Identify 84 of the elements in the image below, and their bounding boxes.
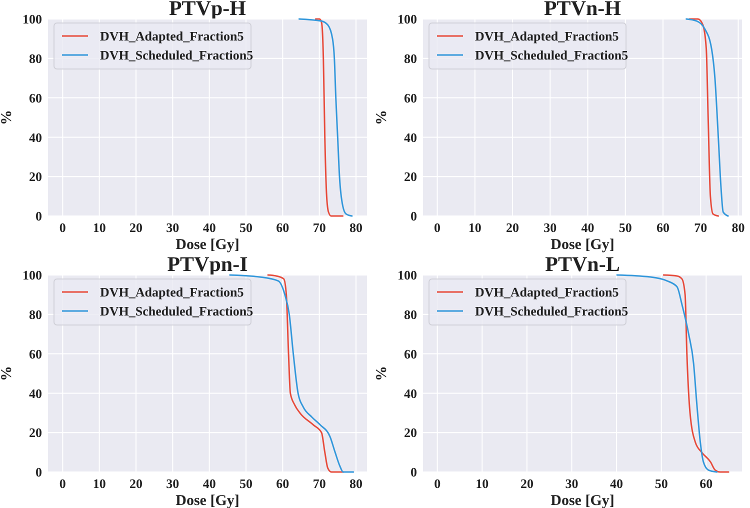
- x-tick-label: 60: [276, 220, 290, 235]
- x-tick-label: 70: [694, 220, 708, 235]
- legend-label: DVH_Adapted_Fraction5: [475, 28, 620, 44]
- line-series: [686, 18, 729, 217]
- line-series: [662, 274, 730, 473]
- x-tick-label: 50: [240, 476, 252, 491]
- x-tick-label: 60: [656, 220, 670, 235]
- x-tick-label: 20: [130, 476, 142, 491]
- x-tick-label: 80: [350, 476, 362, 491]
- x-tick-label: 0: [59, 476, 66, 491]
- y-tick-label: 100: [22, 12, 42, 27]
- x-tick-label: 20: [506, 220, 520, 235]
- x-tick-label: 40: [610, 476, 624, 491]
- x-tick-label: 70: [312, 476, 326, 491]
- y-tick-label: 40: [404, 130, 417, 145]
- x-tick-label: 10: [468, 220, 482, 235]
- x-tick-label: 60: [700, 476, 713, 491]
- y-tick-label: 80: [404, 306, 417, 322]
- x-tick-label: 10: [92, 476, 106, 491]
- x-axis-title: Dose [Gy]: [176, 493, 240, 508]
- y-tick-label: 80: [404, 50, 417, 66]
- y-tick-label: 60: [404, 90, 417, 106]
- y-axis-title: %: [374, 366, 390, 381]
- chart-title: PTVpn-I: [167, 252, 248, 276]
- y-tick-label: 40: [29, 386, 42, 401]
- x-tick-label: 40: [581, 220, 594, 235]
- legend-label: DVH_Adapted_Fraction5: [100, 284, 244, 300]
- x-axis-title: Dose [Gy]: [550, 493, 614, 508]
- legend-label: DVH_Adapted_Fraction5: [475, 284, 620, 300]
- x-tick-label: 10: [92, 220, 106, 235]
- x-tick-label: 30: [166, 476, 180, 491]
- legend-label: DVH_Scheduled_Fraction5: [475, 304, 629, 319]
- line-series: [688, 18, 720, 217]
- line-series: [298, 18, 353, 217]
- y-tick-label: 60: [29, 90, 42, 106]
- y-tick-label: 20: [404, 425, 417, 440]
- legend-label: DVH_Scheduled_Fraction5: [100, 304, 254, 319]
- x-tick-label: 40: [202, 220, 216, 235]
- y-tick-label: 100: [398, 268, 417, 283]
- line-series: [314, 18, 344, 217]
- x-tick-label: 40: [202, 476, 216, 491]
- legend-label: DVH_Adapted_Fraction5: [100, 28, 244, 44]
- x-tick-label: 80: [350, 220, 362, 235]
- x-tick-label: 0: [59, 220, 66, 235]
- y-tick-label: 20: [29, 169, 42, 184]
- chart-title: PTVn-H: [544, 0, 622, 20]
- y-tick-label: 100: [398, 12, 417, 27]
- y-tick-label: 60: [29, 346, 42, 362]
- y-tick-label: 0: [410, 464, 417, 480]
- y-axis-title: %: [374, 110, 390, 125]
- x-tick-label: 50: [240, 220, 252, 235]
- y-tick-label: 0: [36, 464, 42, 480]
- y-tick-label: 40: [29, 130, 42, 145]
- y-tick-label: 20: [29, 425, 42, 440]
- x-tick-label: 50: [654, 476, 668, 491]
- y-tick-label: 100: [22, 268, 42, 283]
- x-tick-label: 20: [520, 476, 534, 491]
- chart-title: PTVp-H: [168, 0, 246, 20]
- x-tick-label: 70: [312, 220, 326, 235]
- y-axis-title: %: [0, 366, 15, 381]
- y-tick-label: 80: [29, 50, 42, 66]
- y-tick-label: 20: [404, 169, 417, 184]
- y-axis-title: %: [0, 110, 15, 125]
- line-series: [267, 274, 344, 473]
- y-tick-label: 0: [36, 208, 42, 224]
- x-axis-title: Dose [Gy]: [550, 237, 614, 253]
- x-tick-label: 50: [618, 220, 632, 235]
- chart-title: PTVn-L: [545, 252, 620, 276]
- x-tick-label: 30: [565, 476, 578, 491]
- legend-label: DVH_Scheduled_Fraction5: [475, 48, 629, 63]
- x-tick-label: 10: [476, 476, 489, 491]
- x-tick-label: 0: [434, 476, 441, 491]
- legend-label: DVH_Scheduled_Fraction5: [100, 48, 254, 63]
- x-tick-label: 80: [732, 220, 745, 235]
- y-tick-label: 40: [404, 386, 417, 401]
- y-tick-label: 60: [404, 346, 417, 362]
- x-tick-label: 0: [434, 220, 441, 235]
- x-tick-label: 20: [130, 220, 142, 235]
- x-tick-label: 30: [544, 220, 557, 235]
- x-tick-label: 30: [166, 220, 180, 235]
- y-tick-label: 0: [410, 208, 417, 224]
- x-axis-title: Dose [Gy]: [176, 237, 240, 253]
- x-tick-label: 60: [276, 476, 290, 491]
- y-tick-label: 80: [29, 306, 42, 322]
